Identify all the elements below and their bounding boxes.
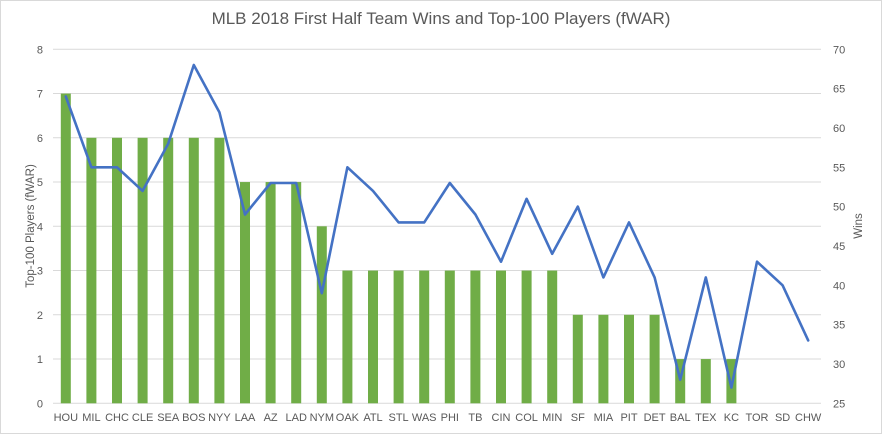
x-axis-label: TB: [468, 412, 482, 424]
left-axis-tick-label: 8: [37, 44, 43, 56]
x-axis-label: BOS: [182, 412, 205, 424]
right-axis-tick-label: 35: [833, 320, 845, 332]
bar-series-top100-players: [60, 93, 737, 404]
right-axis-tick-label: 55: [833, 162, 845, 174]
x-axis-label: PIT: [620, 412, 637, 424]
right-axis-ticks: 25 30 35 40 45 50 55 60 65 70: [833, 44, 845, 410]
left-axis-tick-label: 6: [37, 133, 43, 145]
x-axis-label: DET: [644, 412, 666, 424]
x-axis-label: SF: [571, 412, 585, 424]
x-axis-label: NYM: [310, 412, 334, 424]
right-axis-tick-label: 70: [833, 44, 845, 56]
right-axis-tick-label: 40: [833, 280, 845, 292]
bar-laa: [240, 182, 250, 404]
x-axis-label: PHI: [441, 412, 459, 424]
left-axis-tick-label: 2: [37, 310, 43, 322]
x-axis-label: MIN: [542, 412, 562, 424]
x-axis-label: TEX: [695, 412, 717, 424]
left-axis-title: Top-100 Players (fWAR): [25, 164, 37, 288]
bar-mil: [86, 137, 97, 404]
wins-line: [64, 63, 810, 389]
x-axis-label: LAD: [285, 412, 306, 424]
bar-tex: [700, 359, 711, 404]
x-axis-label: CHC: [105, 412, 129, 424]
x-axis-labels: HOU MIL CHC CLE SEA BOS NYY LAA AZ LAD NYM OAK ATL ST…: [54, 412, 822, 424]
bar-col: [521, 270, 532, 404]
left-axis-tick-label: 5: [37, 177, 43, 189]
x-axis-label: ATL: [363, 412, 382, 424]
bar-sea: [163, 137, 174, 404]
bar-oak: [342, 270, 353, 404]
x-axis-label: LAA: [235, 412, 256, 424]
x-axis-label: SD: [775, 412, 790, 424]
chart-title: MLB 2018 First Half Team Wins and Top-10…: [211, 9, 671, 28]
bar-lad: [291, 182, 302, 404]
bar-bal: [675, 359, 686, 404]
bar-phi: [444, 270, 455, 404]
gridlines: [53, 48, 821, 404]
right-axis-tick-label: 60: [833, 123, 845, 135]
bar-az: [265, 182, 276, 404]
line-series-wins: [64, 63, 810, 389]
bar-cin: [496, 270, 506, 404]
right-axis-title: Wins: [853, 213, 865, 239]
bar-min: [547, 270, 558, 404]
bar-chc: [112, 137, 122, 404]
bar-cle: [137, 137, 148, 404]
x-axis-label: AZ: [264, 412, 278, 424]
x-axis-label: MIL: [82, 412, 100, 424]
x-axis-label: KC: [724, 412, 739, 424]
x-axis-label: CIN: [492, 412, 511, 424]
x-axis-label: WAS: [412, 412, 437, 424]
x-axis-label: MIA: [594, 412, 614, 424]
x-axis-label: NYY: [208, 412, 231, 424]
x-axis-label: CLE: [132, 412, 153, 424]
x-axis-label: BAL: [670, 412, 691, 424]
bar-stl: [393, 270, 404, 404]
left-axis-tick-label: 3: [37, 266, 43, 278]
bar-nym: [316, 226, 327, 404]
bar-tb: [470, 270, 481, 404]
right-axis-tick-label: 45: [833, 241, 845, 253]
left-axis-tick-label: 1: [37, 354, 43, 366]
bar-pit: [624, 314, 634, 404]
bar-hou: [60, 93, 71, 404]
bar-bos: [188, 137, 199, 404]
left-axis-ticks: 0 1 2 3 4 5 6 7 8: [37, 44, 43, 410]
right-axis-tick-label: 50: [833, 202, 845, 214]
bar-was: [419, 270, 430, 404]
left-axis-tick-label: 7: [37, 89, 43, 101]
right-axis-tick-label: 30: [833, 359, 845, 371]
right-axis-tick-label: 65: [833, 84, 845, 96]
left-axis-tick-label: 0: [37, 398, 43, 410]
bar-mia: [598, 314, 609, 404]
x-axis-label: STL: [389, 412, 409, 424]
x-axis-label: HOU: [54, 412, 79, 424]
right-axis-tick-label: 25: [833, 398, 845, 410]
bar-sf: [572, 314, 583, 404]
x-axis-label: CHW: [795, 412, 822, 424]
bar-det: [649, 314, 660, 404]
x-axis-label: TOR: [745, 412, 768, 424]
x-axis-label: SEA: [157, 412, 180, 424]
left-axis-tick-label: 4: [37, 221, 43, 233]
bar-atl: [368, 270, 378, 404]
bar-nyy: [214, 137, 225, 404]
x-axis-label: COL: [515, 412, 538, 424]
x-axis-label: OAK: [336, 412, 360, 424]
